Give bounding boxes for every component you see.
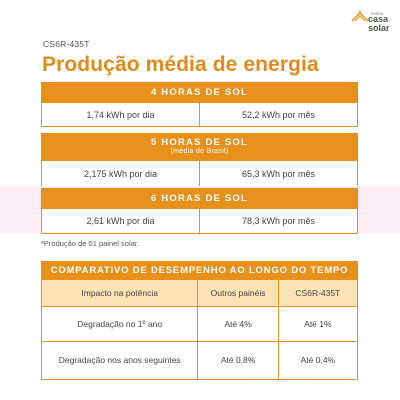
sun-block-header-title: 5 HORAS DE SOL bbox=[150, 137, 249, 148]
sun-block-4h: 4 HORAS DE SOL 1,74 kWh por dia 52,2 kWh… bbox=[41, 82, 358, 127]
table-row: Degradação no 1º ano Até 4% Até 1% bbox=[42, 305, 357, 342]
per-day-value: 2,175 kWh por dia bbox=[83, 168, 158, 179]
comparison-table: COMPARATIVO DE DESEMPENHO AO LONGO DO TE… bbox=[41, 261, 358, 380]
per-month-value: 78,3 kWh por mês bbox=[199, 209, 357, 233]
table-row: Degradação nos anos seguintes Até 0,8% A… bbox=[42, 340, 357, 379]
per-day-value: 1,74 kWh por dia bbox=[86, 109, 155, 120]
model-tag: CS6R-435T bbox=[43, 39, 90, 49]
column-header: CS6R-435T bbox=[277, 280, 357, 307]
footnote: *Produção de 01 painel solar. bbox=[41, 239, 139, 248]
sun-block-row: 2,61 kWh por dia 78,3 kWh por mês bbox=[42, 209, 357, 233]
casa-solar-logo: nossa casa solar bbox=[344, 8, 396, 36]
logo-brand-top: nossa bbox=[371, 11, 384, 16]
page-title: Produção média de energia bbox=[42, 53, 319, 76]
per-day-value: 2,61 kWh por dia bbox=[86, 216, 155, 226]
table-cell: Até 4% bbox=[197, 305, 279, 342]
table-header-row: Impacto na potência Outros painéis CS6R-… bbox=[42, 280, 357, 307]
sun-block-subheader: (média do Brasil) bbox=[170, 148, 229, 155]
column-header: Impacto na potência bbox=[42, 280, 199, 307]
table-cell: Degradação no 1º ano bbox=[42, 305, 199, 342]
comparison-title: COMPARATIVO DE DESEMPENHO AO LONGO DO TE… bbox=[42, 262, 357, 280]
comparison-grid: Impacto na potência Outros painéis CS6R-… bbox=[42, 280, 357, 379]
sun-block-6h: 6 HORAS DE SOL 2,61 kWh por dia 78,3 kWh… bbox=[41, 188, 358, 234]
table-cell: Até 1% bbox=[277, 305, 357, 342]
per-month-value: 52,2 kWh por mês bbox=[199, 103, 357, 126]
sun-block-row: 1,74 kWh por dia 52,2 kWh por mês bbox=[42, 103, 357, 126]
table-cell: Até 0,8% bbox=[197, 340, 279, 379]
logo-brand-solar: solar bbox=[368, 23, 390, 33]
per-month-value: 65,3 kWh por mês bbox=[199, 161, 357, 186]
sun-block-header: 5 HORAS DE SOL (média do Brasil) bbox=[42, 134, 357, 161]
logo-brand-casa: casa bbox=[368, 14, 389, 24]
sun-block-5h: 5 HORAS DE SOL (média do Brasil) 2,175 k… bbox=[41, 133, 358, 187]
sun-block-header: 4 HORAS DE SOL bbox=[42, 83, 357, 103]
house-sun-icon bbox=[351, 10, 369, 22]
table-cell: Degradação nos anos seguintes bbox=[42, 340, 199, 379]
table-cell: Até 0,4% bbox=[277, 340, 357, 379]
sun-block-header: 6 HORAS DE SOL bbox=[42, 189, 357, 209]
column-header: Outros painéis bbox=[197, 280, 279, 307]
sun-block-row: 2,175 kWh por dia 65,3 kWh por mês bbox=[42, 161, 357, 186]
